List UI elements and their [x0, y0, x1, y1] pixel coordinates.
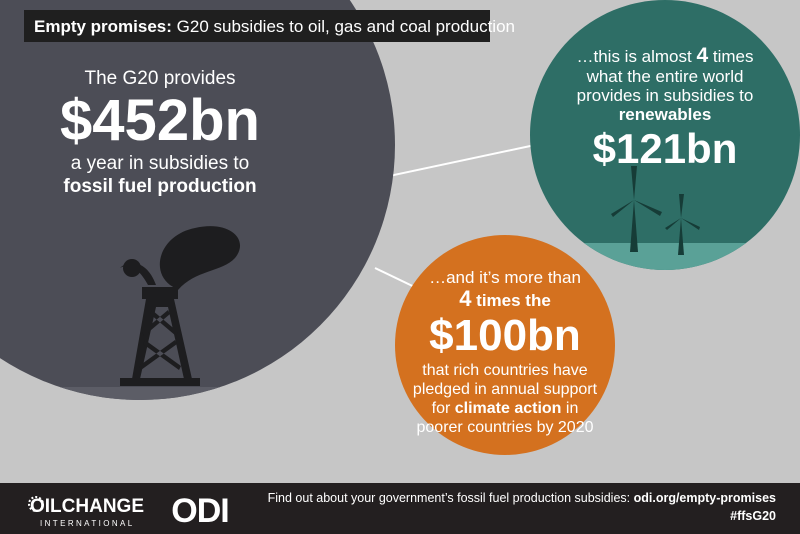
footer-cta: Find out about your government’s fossil … — [268, 491, 776, 505]
climate-line: for climate action in — [432, 400, 579, 417]
g20-line: fossil fuel production — [63, 176, 256, 197]
logo-oilchange: OILCHANGE — [30, 496, 144, 517]
text-part: in — [566, 400, 578, 417]
logo-odi: ODI — [171, 492, 228, 530]
text-part: 4 — [696, 44, 708, 67]
footer-hashtag: #ffsG20 — [730, 509, 776, 523]
text-part: for — [432, 400, 451, 417]
logo-mark — [28, 496, 44, 512]
g20-circle — [0, 0, 395, 400]
footer — [0, 483, 800, 534]
text-part: G20 subsidies to oil, gas and coal produ… — [177, 17, 515, 36]
g20-amount: $452bn — [60, 88, 260, 153]
renewables-line: …this is almost 4 times — [576, 44, 753, 67]
header-title: Empty promises: G20 subsidies to oil, ga… — [34, 17, 515, 36]
logo-oilchange-sub: INTERNATIONAL — [40, 519, 135, 528]
text-part[interactable]: odi.org/empty-promises — [634, 491, 776, 505]
text-part: Find out about your government’s fossil … — [268, 491, 630, 505]
renewables-line: what the entire world — [586, 67, 744, 86]
renewables-line: renewables — [619, 105, 712, 124]
text-part: 4 — [459, 286, 472, 311]
climate-line: …and it’s more than — [429, 268, 581, 287]
g20-intro: The G20 provides — [84, 68, 235, 89]
climate-line: poorer countries by 2020 — [417, 419, 594, 436]
text-part: climate action — [455, 400, 562, 417]
connector — [379, 144, 536, 179]
text-part: times the — [476, 291, 551, 310]
text-part: Empty promises: — [34, 17, 172, 36]
renewables-circle — [530, 0, 800, 270]
climate-line: pledged in annual support — [413, 381, 598, 398]
wind-turbine-icon — [611, 166, 700, 255]
text-part: …this is almost — [576, 47, 692, 66]
header-bar — [24, 10, 490, 42]
text-part: times — [713, 47, 754, 66]
climate-line: 4 times the — [459, 286, 551, 311]
climate-line: that rich countries have — [422, 362, 588, 379]
climate-circle — [395, 235, 615, 455]
oil-derrick-icon — [120, 226, 241, 386]
g20-line: a year in subsidies to — [71, 153, 250, 174]
renewables-amount: $121bn — [593, 125, 738, 172]
climate-amount: $100bn — [429, 311, 581, 360]
renewables-line: provides in subsidies to — [577, 86, 754, 105]
